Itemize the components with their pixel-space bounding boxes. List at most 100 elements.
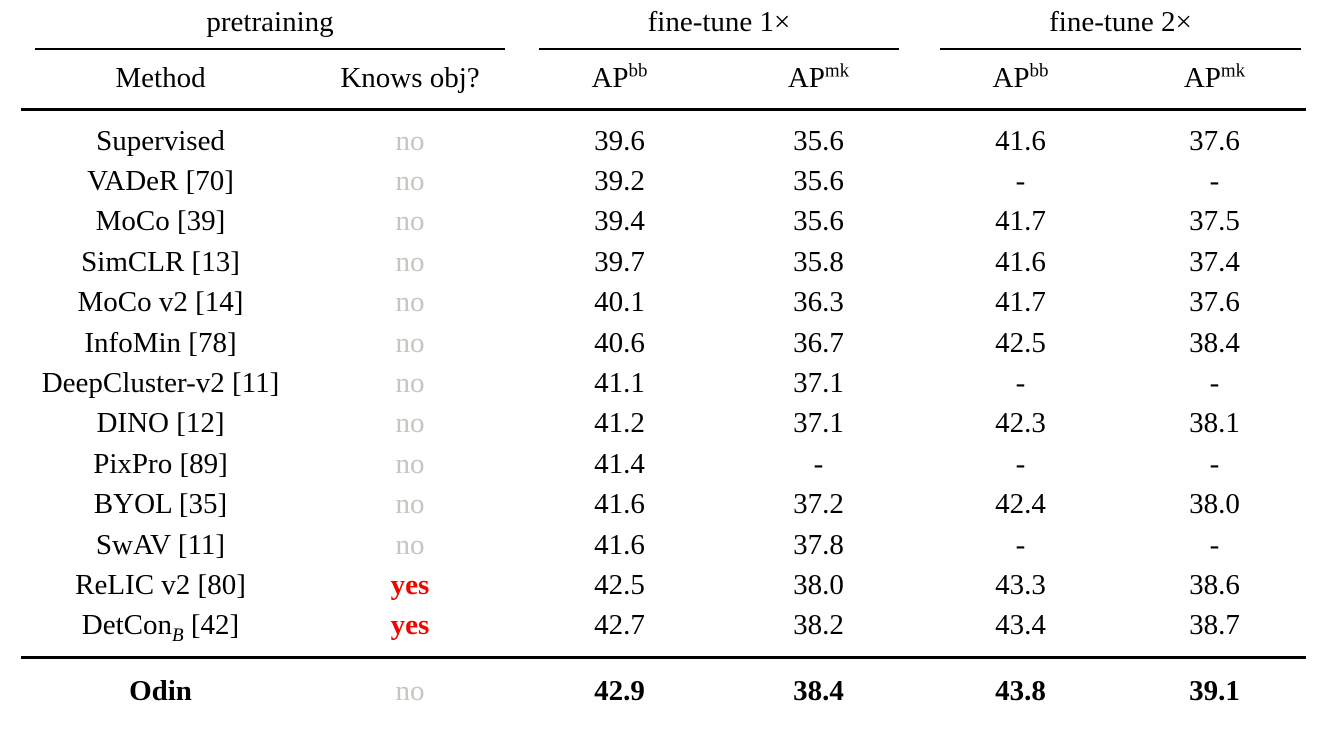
- ap-value-cell: 38.2: [793, 609, 844, 642]
- col-header-apmk-2x: APmk: [1123, 51, 1307, 111]
- ap-value-cell: 43.3: [995, 568, 1046, 601]
- table-footer: Odin no 42.9 38.4 43.8 39.1: [21, 656, 1307, 729]
- method-cell: SimCLR [13]: [81, 245, 240, 278]
- ap-value-cell: 41.1: [594, 367, 645, 400]
- ap-value-cell: 37.1: [793, 407, 844, 440]
- ap-value-cell: 35.6: [793, 165, 844, 198]
- ap-value-cell: 38.0: [1189, 488, 1240, 521]
- table-row: BYOL [35] no 41.6 37.2 42.4 38.0: [21, 485, 1306, 525]
- table-row: DINO [12] no 41.2 37.1 42.3 38.1: [21, 404, 1306, 444]
- ap-value-cell: 41.4: [594, 447, 645, 480]
- knows-obj-cell: no: [395, 528, 425, 561]
- ap-value-cell: -: [813, 447, 824, 480]
- table-row: MoCo v2 [14] no 40.1 36.3 41.7 37.6: [21, 283, 1306, 323]
- column-header-row: Method Knows obj? APbb APmk APbb APmk: [21, 51, 1307, 111]
- ap-superscript: mk: [1220, 60, 1246, 82]
- ap-value-cell: 42.7: [594, 609, 645, 642]
- ap-value-cell: 39.6: [594, 124, 645, 157]
- knows-obj-cell: no: [395, 205, 425, 238]
- ap-value-cell: -: [1015, 165, 1026, 198]
- ap-value-cell: 39.1: [1123, 656, 1307, 729]
- group-header-finetune-2x: fine-tune 2×: [918, 0, 1306, 51]
- table-row: MoCo [39] no 39.4 35.6 41.7 37.5: [21, 202, 1306, 242]
- table-row: Supervised no 39.6 35.6 41.6 37.6: [21, 110, 1306, 162]
- ap-value-cell: 42.5: [594, 568, 645, 601]
- group-header-finetune-1x: fine-tune 1×: [520, 0, 918, 51]
- ap-value-cell: 41.2: [594, 407, 645, 440]
- ap-value-cell: 37.6: [1189, 286, 1240, 319]
- odin-row: Odin no 42.9 38.4 43.8 39.1: [21, 656, 1307, 729]
- table-body: Supervised no 39.6 35.6 41.6 37.6 VADeR [70] no…: [21, 110, 1306, 658]
- ap-value-cell: -: [1015, 447, 1026, 480]
- ap-value-cell: 37.4: [1189, 245, 1240, 278]
- col-header-method: Method: [21, 51, 300, 111]
- ap-label: AP: [591, 62, 629, 94]
- ap-value-cell: 35.6: [793, 205, 844, 238]
- method-cell: MoCo v2 [14]: [77, 286, 244, 319]
- knows-obj-cell: no: [395, 488, 425, 521]
- table-row: DeepCluster-v2 [11] no 41.1 37.1 - -: [21, 363, 1306, 403]
- table-row: DetConB [42] yes 42.7 38.2 43.4 38.7: [21, 606, 1306, 658]
- knows-obj-cell: no: [395, 407, 425, 440]
- group-header-pretraining: pretraining: [21, 0, 520, 51]
- ap-value-cell: 40.6: [594, 326, 645, 359]
- ap-value-cell: 39.7: [594, 245, 645, 278]
- method-cell: InfoMin [78]: [84, 326, 237, 359]
- knows-obj-cell: no: [395, 447, 425, 480]
- ap-value-cell: 39.2: [594, 165, 645, 198]
- ap-value-cell: 42.5: [995, 326, 1046, 359]
- ap-value-cell: -: [1209, 528, 1220, 561]
- ap-value-cell: 39.4: [594, 205, 645, 238]
- method-cell: SwAV [11]: [95, 528, 226, 561]
- group-header-row: pretraining fine-tune 1× fine-tune 2×: [21, 0, 1306, 51]
- ap-value-cell: 36.3: [793, 286, 844, 319]
- knows-obj-cell: no: [395, 165, 425, 198]
- knows-obj-cell: no: [300, 656, 521, 729]
- table-header: pretraining fine-tune 1× fine-tune 2× Me…: [21, 0, 1307, 111]
- ap-value-cell: 41.6: [995, 245, 1046, 278]
- ap-value-cell: 42.9: [520, 656, 720, 729]
- ap-value-cell: 37.2: [793, 488, 844, 521]
- knows-obj-cell: yes: [390, 568, 430, 601]
- ap-value-cell: 37.5: [1189, 205, 1240, 238]
- table-row: PixPro [89] no 41.4 - - -: [21, 444, 1306, 484]
- method-cell: PixPro [89]: [93, 447, 228, 480]
- group-header-finetune-2x-label: fine-tune 2×: [940, 6, 1302, 50]
- method-cell: Odin: [21, 656, 300, 729]
- knows-obj-cell: yes: [390, 609, 430, 642]
- table-row: InfoMin [78] no 40.6 36.7 42.5 38.4: [21, 323, 1306, 363]
- ap-value-cell: 42.3: [995, 407, 1046, 440]
- ap-value-cell: 36.7: [793, 326, 844, 359]
- method-subscript: B: [172, 625, 184, 647]
- ap-value-cell: 35.8: [793, 245, 844, 278]
- ap-value-cell: 38.4: [719, 656, 919, 729]
- ap-value-cell: 37.6: [1189, 124, 1240, 157]
- method-cell: DetConB [42]: [81, 609, 240, 647]
- ap-value-cell: 38.7: [1189, 609, 1240, 642]
- table-row: VADeR [70] no 39.2 35.6 - -: [21, 161, 1306, 201]
- ap-value-cell: 35.6: [793, 124, 844, 157]
- ap-label: AP: [1183, 62, 1221, 94]
- col-header-knows-obj: Knows obj?: [300, 51, 521, 111]
- ap-value-cell: -: [1209, 447, 1220, 480]
- ap-value-cell: 41.6: [594, 528, 645, 561]
- ap-value-cell: 43.4: [995, 609, 1046, 642]
- table-row: ReLIC v2 [80] yes 42.5 38.0 43.3 38.6: [21, 565, 1306, 605]
- knows-obj-cell: no: [395, 326, 425, 359]
- table-row: SwAV [11] no 41.6 37.8 - -: [21, 525, 1306, 565]
- results-table: pretraining fine-tune 1× fine-tune 2× Me…: [21, 0, 1307, 729]
- ap-value-cell: 38.0: [793, 568, 844, 601]
- col-header-apbb-1x: APbb: [520, 51, 720, 111]
- method-cell: DINO [12]: [96, 407, 225, 440]
- ap-value-cell: 42.4: [995, 488, 1046, 521]
- ap-label: AP: [787, 62, 825, 94]
- ap-superscript: bb: [1029, 60, 1049, 82]
- ap-value-cell: -: [1015, 528, 1026, 561]
- ap-value-cell: 43.8: [918, 656, 1124, 729]
- ap-value-cell: 38.4: [1189, 326, 1240, 359]
- col-header-apbb-2x: APbb: [918, 51, 1124, 111]
- knows-obj-cell: no: [395, 245, 425, 278]
- group-header-finetune-1x-label: fine-tune 1×: [539, 6, 900, 50]
- ap-value-cell: 41.6: [995, 124, 1046, 157]
- ap-value-cell: 38.1: [1189, 407, 1240, 440]
